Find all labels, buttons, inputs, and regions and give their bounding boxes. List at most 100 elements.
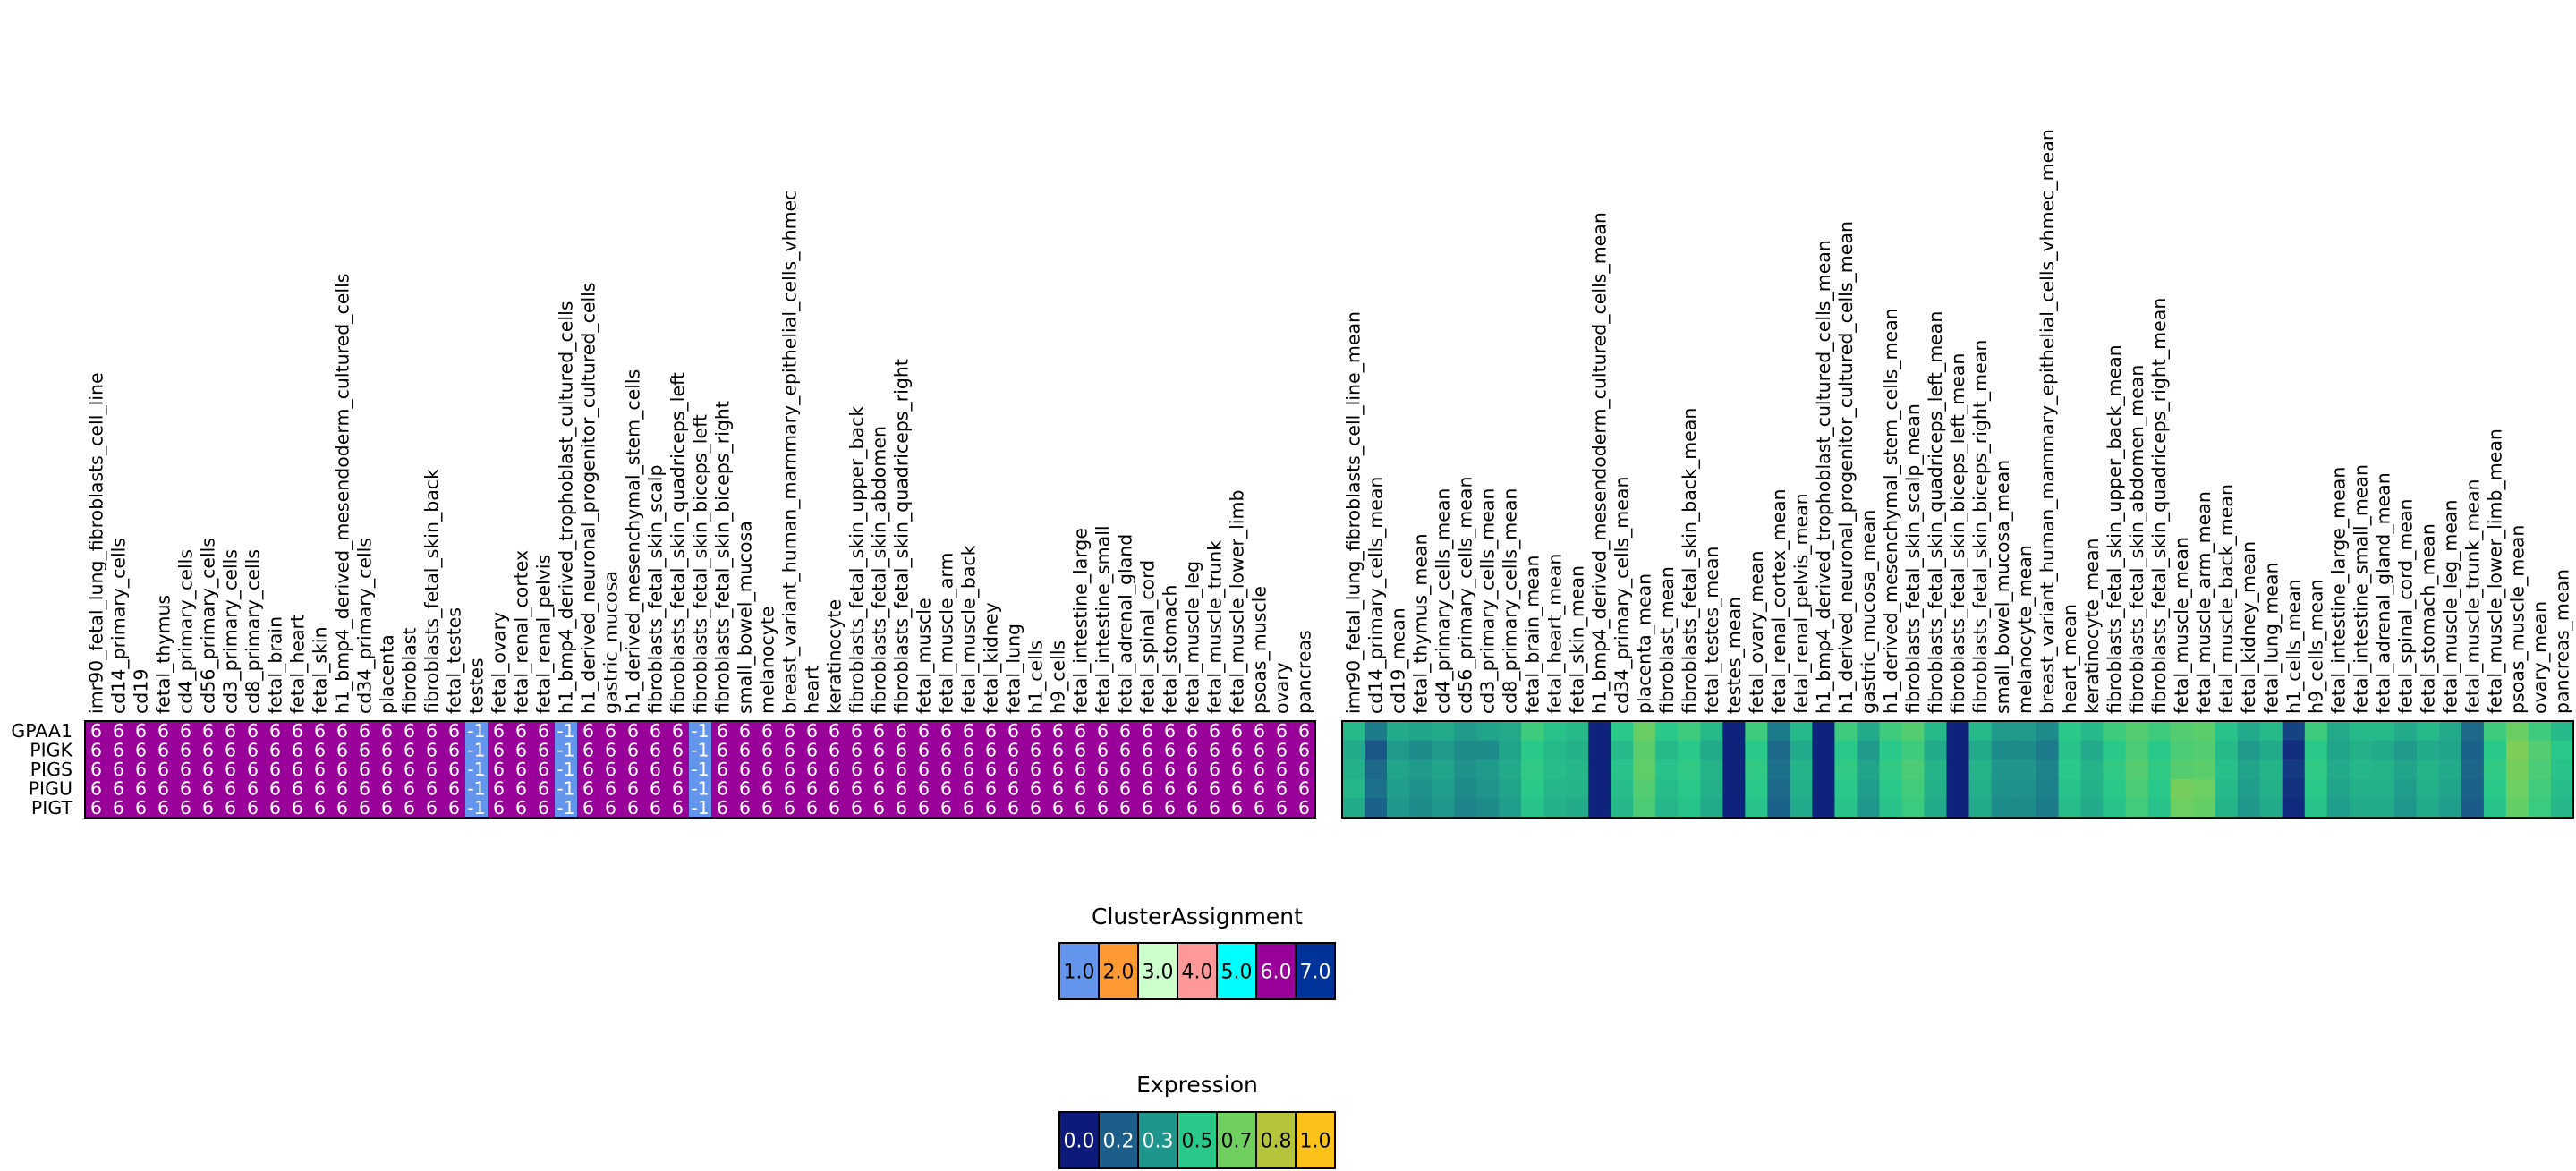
expression-cell: [2215, 740, 2239, 760]
cluster-cell: [465, 778, 489, 799]
cluster-cell-value: 6: [761, 720, 773, 742]
cluster-cell: [980, 798, 1003, 819]
cluster-cell: [555, 798, 578, 819]
expression-cell: [2259, 721, 2283, 741]
cluster-column-label: fetal_adrenal_gland: [1115, 534, 1137, 714]
cluster-cell: [309, 778, 332, 799]
cluster-cell-value: 6: [314, 739, 326, 760]
expression-cell: [1812, 778, 1835, 799]
expression-cell: [1543, 778, 1567, 799]
cluster-cell-value: 6: [314, 720, 326, 742]
cluster-cell-value: 6: [1276, 797, 1288, 819]
cluster-cell-value: 6: [739, 759, 751, 780]
cluster-cell: [1203, 778, 1227, 799]
expression-cell: [1812, 798, 1835, 819]
expression-cell: [2483, 740, 2507, 760]
cluster-cell: [667, 721, 690, 741]
expression-column-label: fibroblasts_fetal_skin_biceps_left_mean: [1947, 353, 1969, 714]
expression-column-label: fetal_adrenal_gland_mean: [2372, 472, 2394, 714]
expression-cell: [2282, 778, 2306, 799]
cluster-cell: [197, 778, 220, 799]
cluster-cell-value: 6: [627, 797, 639, 819]
cluster-cell-value: 6: [247, 720, 259, 742]
cluster-cell-value: 6: [1030, 778, 1041, 800]
cluster-cell-value: -1: [557, 797, 574, 819]
expression-cell: [1879, 721, 1902, 741]
cluster-cell: [1136, 778, 1160, 799]
expression-cell: [1432, 798, 1455, 819]
expression-cell: [1342, 759, 1365, 780]
cluster-cell: [85, 778, 108, 799]
cluster-cell-value: 6: [247, 759, 259, 780]
cluster-cell: [532, 759, 556, 780]
cluster-cell: [1092, 759, 1115, 780]
cluster-cell-value: 6: [1142, 778, 1153, 800]
cluster-cell: [174, 759, 198, 780]
expression-cell: [2326, 740, 2351, 760]
expression-cell: [2170, 740, 2194, 760]
expression-cell: [1566, 778, 1589, 799]
cluster-cell-value: 6: [1007, 720, 1019, 742]
cluster-cell: [577, 740, 600, 760]
cluster-cell-value: 6: [180, 759, 191, 780]
cluster-column-label: fetal_testes: [444, 607, 466, 714]
expression-cell: [2461, 740, 2485, 760]
expression-cell: [1655, 778, 1679, 799]
expression-cell: [2416, 759, 2440, 780]
expression-cell: [1901, 759, 1925, 780]
expression-cell: [1834, 778, 1858, 799]
expression-cell: [2125, 778, 2149, 799]
expression-cell: [1991, 721, 2014, 741]
cluster-assignment-legend: ClusterAssignment 1.0 2.0 3.0 4.0 5.0 6.0 7.0: [1058, 904, 1336, 1000]
cluster-cell-value: 6: [650, 759, 661, 780]
expression-cell: [1790, 740, 1813, 760]
cluster-cell: [577, 778, 600, 799]
cluster-cell: [174, 778, 198, 799]
cluster-cell-value: 6: [1254, 778, 1265, 800]
expression-cell: [1521, 740, 1544, 760]
cluster-cell-value: 6: [1254, 720, 1265, 742]
cluster-cell: [778, 778, 802, 799]
cluster-cell-value: 6: [873, 739, 885, 760]
cluster-cell-value: -1: [467, 797, 485, 819]
cluster-column-label: fetal_intestine_large: [1070, 528, 1092, 714]
expression-cell: [2326, 759, 2351, 780]
expression-cell: [1991, 759, 2014, 780]
cluster-cell: [555, 740, 578, 760]
cluster-cell-value: 6: [426, 720, 438, 742]
expression-cell: [1387, 740, 1410, 760]
cluster-cell-value: 6: [650, 797, 661, 819]
cluster-cell-value: 6: [851, 720, 863, 742]
expression-cell: [2103, 721, 2127, 741]
cluster-cell-value: 6: [627, 739, 639, 760]
expression-cell: [2282, 759, 2306, 780]
cluster-cell: [599, 798, 623, 819]
cluster-cell-value: 6: [493, 778, 505, 800]
expression-cell: [2393, 798, 2418, 819]
cluster-column-label: melanocyte: [757, 607, 778, 714]
cluster-cell: [130, 778, 153, 799]
expression-cell: [1432, 721, 1455, 741]
cluster-cell: [778, 759, 802, 780]
expression-cell: [2036, 740, 2059, 760]
cluster-column-label: cd3_primary_cells: [220, 549, 242, 714]
cluster-cell-value: 6: [381, 739, 393, 760]
cluster-cell-value: 6: [1030, 759, 1041, 780]
cluster-cell-value: 6: [135, 797, 147, 819]
cluster-cell: [577, 798, 600, 819]
cluster-cell-value: 6: [336, 759, 348, 780]
cluster-cell-value: 6: [135, 778, 147, 800]
cluster-cell: [622, 798, 645, 819]
cluster-cell: [1002, 740, 1025, 760]
cluster-cell-value: 6: [1052, 759, 1064, 780]
cluster-cell: [107, 798, 131, 819]
cluster-legend-label: 4.0: [1182, 962, 1213, 984]
expression-legend-label: 0.0: [1064, 1131, 1095, 1153]
expression-cell: [2528, 778, 2552, 799]
cluster-cell-value: 6: [650, 720, 661, 742]
cluster-cell-value: 6: [269, 739, 281, 760]
cluster-cell: [130, 740, 153, 760]
cluster-cell: [980, 759, 1003, 780]
expression-cell: [2147, 721, 2172, 741]
